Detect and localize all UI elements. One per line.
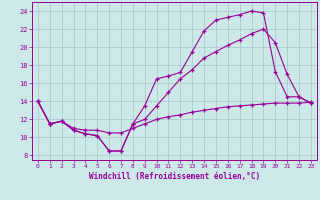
X-axis label: Windchill (Refroidissement éolien,°C): Windchill (Refroidissement éolien,°C) [89, 172, 260, 181]
